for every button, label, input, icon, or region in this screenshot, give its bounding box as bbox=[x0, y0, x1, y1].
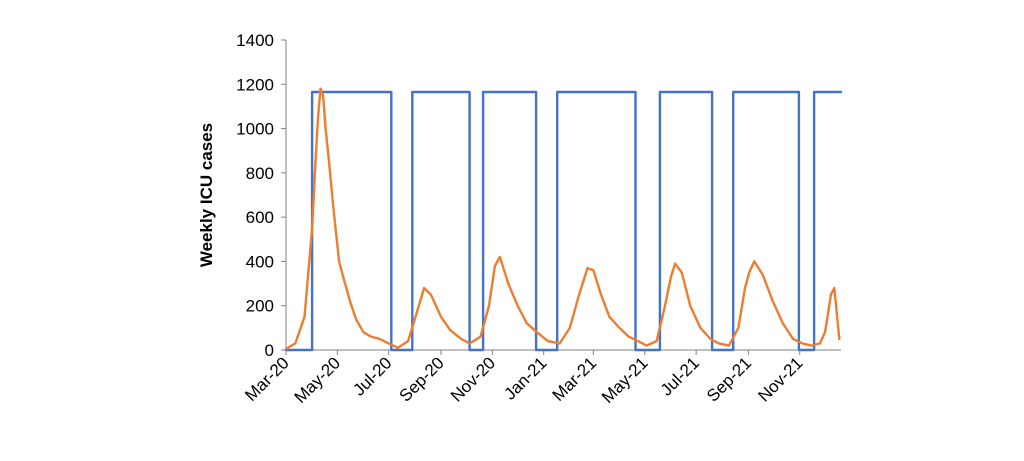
y-tick-label: 1000 bbox=[236, 120, 274, 139]
x-tick-label: May-21 bbox=[598, 353, 652, 407]
x-tick-label: Sep-20 bbox=[396, 353, 448, 405]
y-tick-label: 400 bbox=[246, 252, 274, 271]
x-tick-label: Jul-21 bbox=[657, 353, 703, 399]
y-tick-label: 200 bbox=[246, 297, 274, 316]
y-tick-label: 600 bbox=[246, 208, 274, 227]
series-line-step bbox=[284, 90, 843, 352]
y-axis-title: Weekly ICU cases bbox=[197, 123, 216, 267]
series-lines bbox=[284, 87, 843, 352]
x-tick-label: Nov-21 bbox=[754, 353, 806, 405]
y-tick-label: 1200 bbox=[236, 75, 274, 94]
series-line-icu bbox=[284, 87, 841, 351]
x-tick-label: Sep-21 bbox=[703, 353, 755, 405]
axes bbox=[281, 39, 841, 355]
y-tick-labels: 0 200 400 600 800 1000 1200 1400 bbox=[236, 31, 274, 360]
x-tick-label: Mar-20 bbox=[241, 353, 293, 405]
x-tick-label: Nov-20 bbox=[447, 353, 499, 405]
x-tick-label: Jan-21 bbox=[500, 353, 550, 403]
x-tick-label: Mar-21 bbox=[549, 353, 601, 405]
x-tick-label: Jul-20 bbox=[349, 353, 395, 399]
y-tick-label: 0 bbox=[265, 341, 274, 360]
y-tick-label: 1400 bbox=[236, 31, 274, 50]
y-tick-label: 800 bbox=[246, 164, 274, 183]
x-tick-label: May-20 bbox=[291, 353, 345, 407]
